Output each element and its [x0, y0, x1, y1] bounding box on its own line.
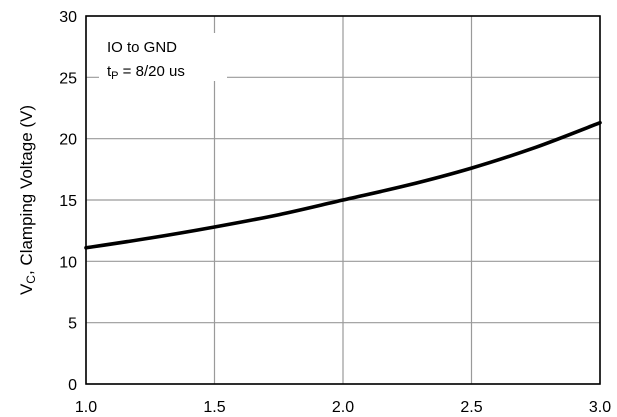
annotation-line-2: tP = 8/20 us	[107, 63, 185, 82]
y-tick-label-6: 30	[59, 9, 77, 26]
series-line-0	[84, 120, 602, 250]
annotation-background	[99, 33, 227, 81]
x-tick-labels: 1.0 1.5 2.0 2.5 3.0	[75, 399, 611, 416]
y-tick-label-4: 20	[59, 132, 77, 149]
x-tick-label-4: 3.0	[589, 399, 611, 416]
y-tick-label-0: 0	[68, 377, 77, 394]
plot-frame	[85, 15, 601, 385]
y-tick-label-3: 15	[59, 193, 77, 210]
y-tick-label-5: 25	[59, 70, 77, 87]
series-group	[84, 120, 602, 250]
annotation-p-subscript: P	[111, 70, 118, 82]
y-tick-labels: 0 5 10 15 20 25 30	[59, 9, 77, 394]
y-axis-label-text: , Clamping Voltage (V)	[17, 105, 36, 275]
y-axis-label-symbol: V	[17, 283, 36, 295]
y-axis-label-subscript: C	[24, 275, 38, 284]
annotation-line-1: IO to GND	[107, 39, 177, 56]
y-tick-label-2: 10	[59, 254, 77, 271]
annotation-tp-value: = 8/20 us	[119, 63, 185, 80]
y-axis-label: VC, Clamping Voltage (V)	[17, 105, 38, 295]
x-tick-label-1: 1.5	[203, 399, 225, 416]
y-tick-label-1: 5	[68, 316, 77, 333]
annotation-t-symbol: t	[107, 63, 112, 80]
x-tick-label-3: 2.5	[460, 399, 482, 416]
x-tick-label-2: 2.0	[332, 399, 354, 416]
x-tick-label-0: 1.0	[75, 399, 97, 416]
